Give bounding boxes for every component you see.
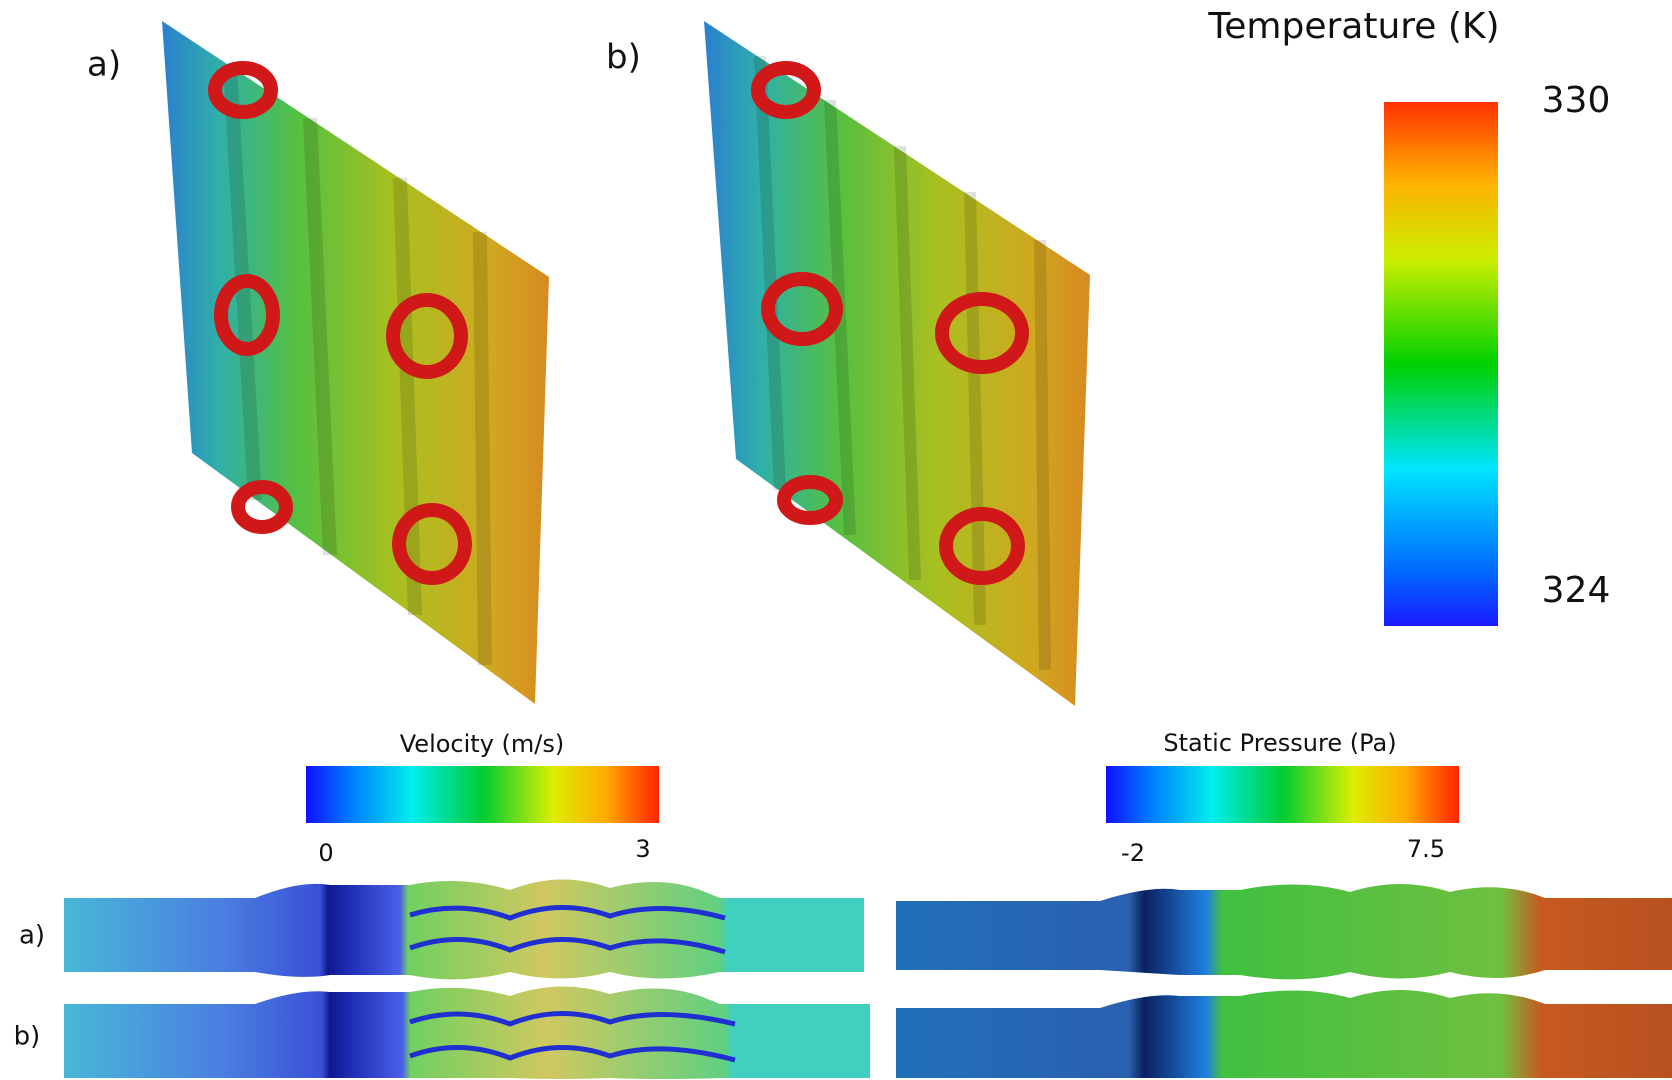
colorbar xyxy=(1384,102,1498,626)
channel-b xyxy=(64,986,870,1079)
colorbar-max: 330 xyxy=(1542,80,1611,121)
colorbar xyxy=(1106,766,1459,823)
colorbar-max: 7.5 xyxy=(1407,835,1445,863)
legend-title: Temperature (K) xyxy=(1207,6,1499,47)
colorbar-min: 324 xyxy=(1542,570,1611,611)
pressure-channels xyxy=(896,884,1672,1078)
row-label: a) xyxy=(19,921,45,951)
page: a) b) Temperature (K) 330 324 Velocity (… xyxy=(0,0,1672,1080)
row-label: b) xyxy=(14,1022,41,1052)
colorbar-min: 0 xyxy=(318,839,333,867)
panel-label: a) xyxy=(87,45,121,85)
colorbar-min: -2 xyxy=(1121,839,1145,867)
channel-b xyxy=(896,990,1672,1078)
velocity-channels xyxy=(64,879,870,1079)
panel-label: b) xyxy=(606,38,641,78)
channel-a xyxy=(64,879,864,979)
plate-b xyxy=(704,21,1090,706)
colorbar xyxy=(306,766,659,823)
plate-a xyxy=(162,21,549,704)
legend-title: Velocity (m/s) xyxy=(400,730,564,758)
legend-title: Static Pressure (Pa) xyxy=(1163,729,1396,757)
colorbar-max: 3 xyxy=(635,835,650,863)
figure: a) b) Temperature (K) 330 324 Velocity (… xyxy=(0,0,1672,1080)
channel-a xyxy=(896,884,1672,979)
